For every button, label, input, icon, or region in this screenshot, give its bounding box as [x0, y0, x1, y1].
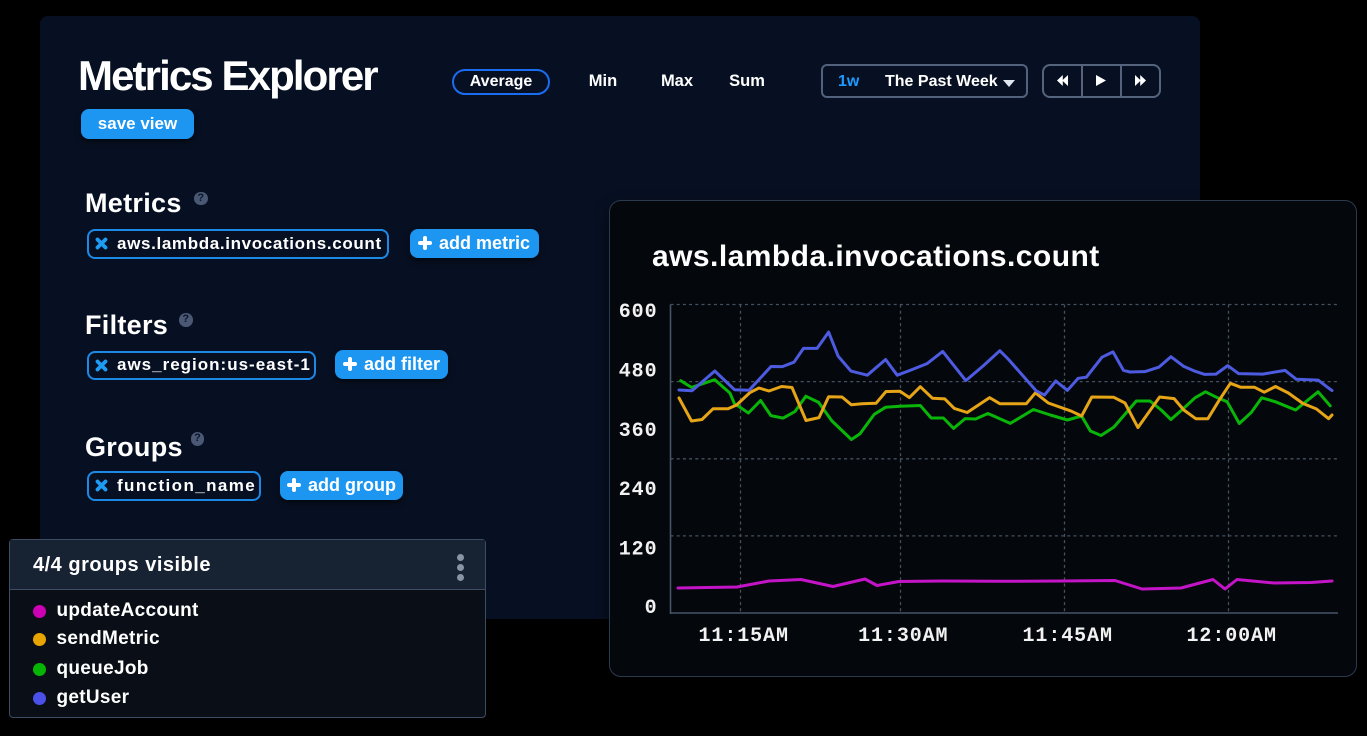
svg-text:0: 0 [645, 597, 658, 620]
svg-text:11:30AM: 11:30AM [858, 625, 948, 648]
svg-text:360: 360 [619, 420, 658, 443]
svg-text:11:15AM: 11:15AM [699, 625, 789, 648]
svg-text:480: 480 [619, 361, 658, 384]
svg-text:11:45AM: 11:45AM [1023, 625, 1113, 648]
svg-text:240: 240 [619, 479, 658, 502]
svg-text:600: 600 [619, 301, 658, 324]
svg-text:12:00AM: 12:00AM [1187, 625, 1277, 648]
svg-text:120: 120 [619, 539, 658, 562]
